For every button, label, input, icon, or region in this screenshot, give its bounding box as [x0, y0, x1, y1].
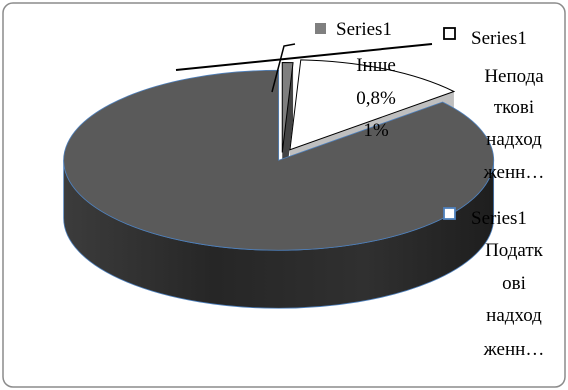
- legend-entry-podatkovi: Series1 Податк ові надход женн…: [443, 207, 545, 360]
- data-label-inshe: Series1 Інше 0,8% 1%: [315, 19, 396, 141]
- leader-line: [271, 43, 296, 93]
- legend-label-line: ткові: [494, 97, 534, 118]
- pie-slice-slice-2: [63, 69, 494, 251]
- pie-slice-slice-0: [281, 62, 294, 153]
- legend-swatch-neopodatkovi: [443, 27, 456, 40]
- data-label-category: Інше: [356, 55, 396, 76]
- legend-label-line: женн…: [483, 339, 545, 360]
- data-label-percent: 1%: [363, 120, 389, 141]
- legend-swatch-series1-inshe: [315, 23, 326, 34]
- label-connector-line: [175, 43, 433, 71]
- legend-label-line: женн…: [483, 162, 545, 183]
- legend-swatch-podatkovi: [443, 207, 456, 220]
- pie-slice-slice-1: [289, 59, 456, 151]
- legend: Series1 Непода ткові надход женн… Series…: [443, 27, 545, 360]
- legend-label-line: Series1: [471, 28, 527, 49]
- legend-label-line: Податк: [485, 240, 544, 261]
- legend-label-line: надход: [486, 129, 542, 150]
- legend-label-line: надход: [486, 305, 542, 326]
- legend-entry-neopodatkovi: Series1 Непода ткові надход женн…: [443, 27, 545, 183]
- legend-label-line: Непода: [484, 66, 544, 87]
- pie-top-layer: [63, 59, 494, 251]
- data-label-series-name: Series1: [336, 19, 392, 40]
- legend-label-line: Series1: [471, 208, 527, 229]
- legend-label-line: ові: [502, 273, 526, 294]
- data-label-value: 0,8%: [356, 88, 396, 109]
